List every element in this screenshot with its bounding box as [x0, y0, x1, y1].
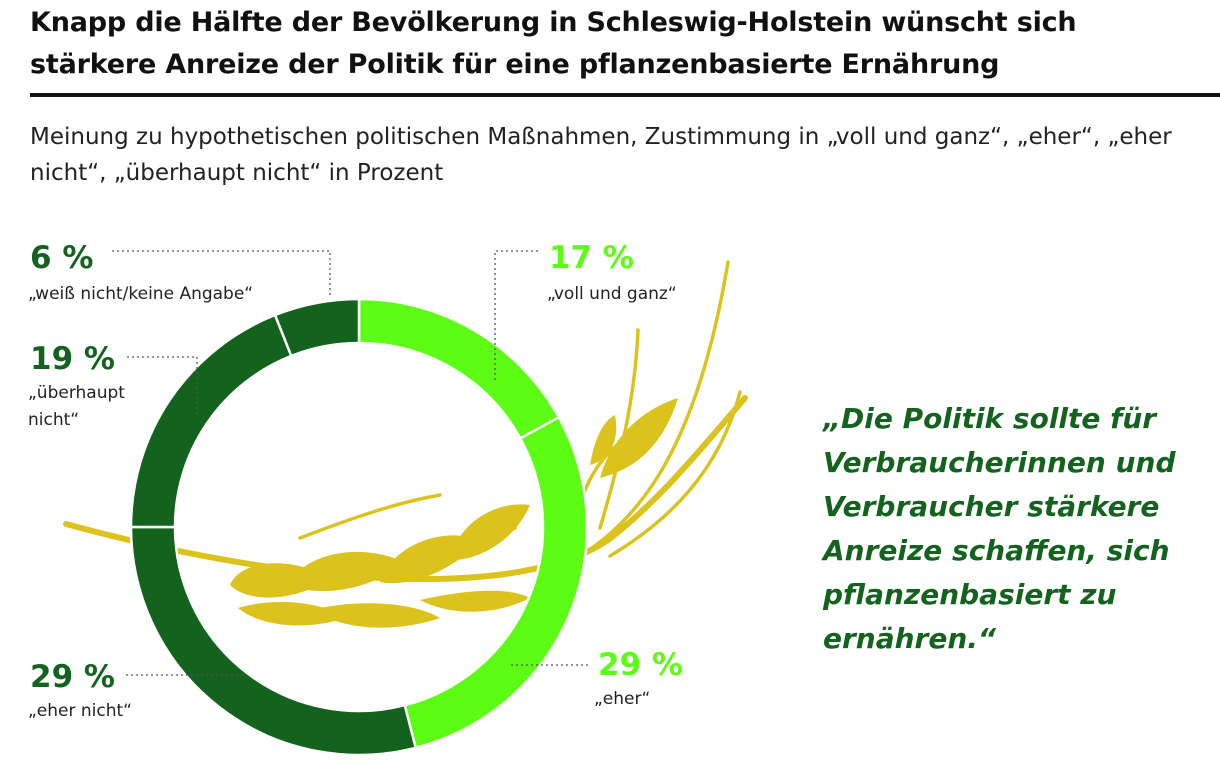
leader-line-voll — [494, 250, 538, 382]
slice-value-eher: 29 % — [598, 647, 683, 683]
slice-value-weiss: 6 % — [30, 240, 94, 276]
wheat-grains — [230, 398, 678, 628]
donut-slice-eher — [403, 415, 589, 750]
title-divider — [30, 93, 1220, 97]
chart-subtitle: Meinung zu hypothetischen politischen Ma… — [30, 124, 1172, 186]
slice-label-ueberhaupt: „überhaupt nicht“ — [28, 383, 125, 430]
slice-label-eher: „eher“ — [594, 689, 651, 709]
leader-lines — [112, 250, 588, 676]
donut-slice-weiss — [273, 297, 361, 358]
leader-line-ueberhaupt — [127, 356, 198, 414]
slice-value-ueberhaupt: 19 % — [30, 341, 115, 377]
pull-quote: „Die Politik sollte für Verbraucherinnen… — [823, 402, 1176, 655]
slice-label-ehernicht: „eher nicht“ — [28, 701, 132, 721]
slice-label-weiss: „weiß nicht/keine Angabe“ — [28, 284, 254, 304]
slice-label-voll: „voll und ganz“ — [547, 284, 677, 304]
slice-value-voll: 17 % — [549, 240, 634, 276]
chart-title: Knapp die Hälfte der Bevölkerung in Schl… — [30, 7, 1077, 80]
slice-value-ehernicht: 29 % — [30, 659, 115, 695]
donut-chart — [129, 297, 589, 757]
donut-slice-voll — [357, 297, 561, 441]
